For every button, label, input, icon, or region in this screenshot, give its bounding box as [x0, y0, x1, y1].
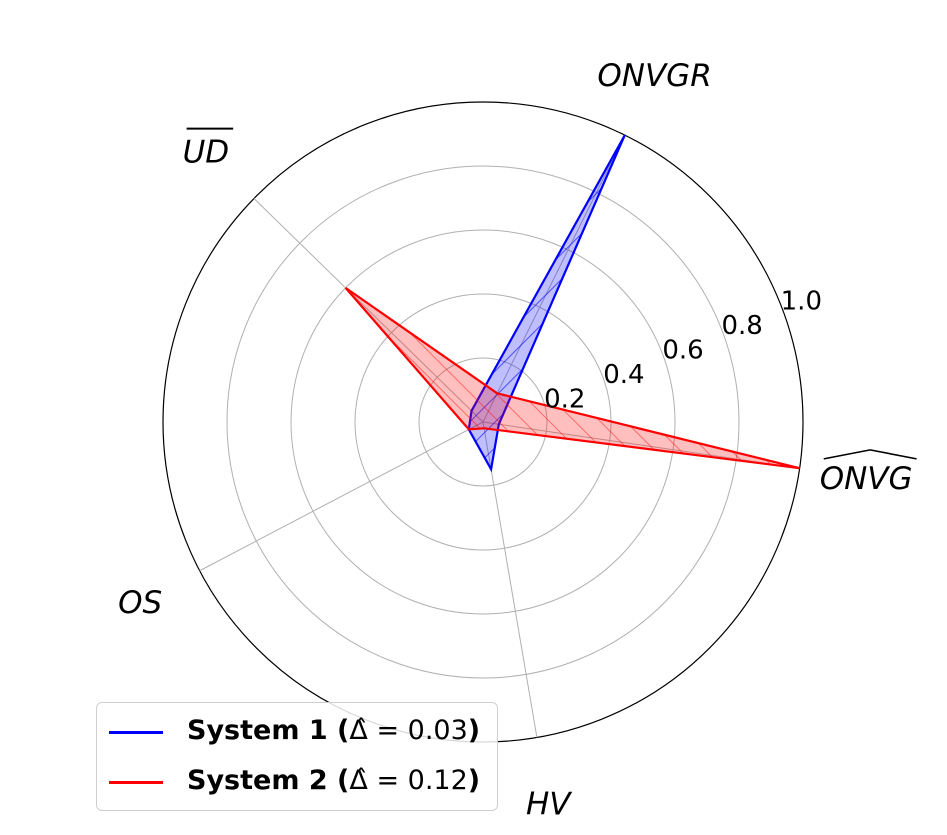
legend: System 1 (Δ̂ = 0.03) System 2 (Δ̂ = 0.12… [96, 702, 498, 811]
legend-item-system-1: System 1 (Δ̂ = 0.03) [97, 713, 497, 753]
r-tick-label: 1.0 [781, 287, 822, 317]
axis-label-onvg: ONVG [820, 461, 913, 497]
legend-swatch-blue [109, 731, 163, 734]
legend-label-system-2: System 2 (Δ̂ = 0.12) [187, 765, 481, 796]
axis-label-ud: UD [183, 135, 230, 171]
grid-circle-3 [226, 165, 740, 679]
r-tick-label: 0.2 [544, 385, 585, 415]
series-2-hatch [345, 287, 800, 469]
grid-circle-2 [290, 229, 676, 615]
legend-label-system-1: System 1 (Δ̂ = 0.03) [187, 715, 481, 746]
r-tick-label: 0.4 [603, 360, 644, 390]
spoke-hv [482, 421, 538, 738]
axis-label-hv: HV [526, 787, 573, 823]
series-1-hatch [468, 135, 625, 470]
series-2-line [344, 286, 800, 470]
spoke-os [199, 421, 484, 572]
legend-item-system-2: System 2 (Δ̂ = 0.12) [97, 763, 497, 803]
legend-swatch-red [109, 781, 163, 784]
r-tick-label: 0.6 [662, 336, 703, 366]
wide-hat-accent [823, 449, 917, 460]
axis-label-os: OS [118, 585, 162, 621]
axis-label-onvgr: ONVGR [597, 58, 711, 94]
r-tick-label: 0.8 [722, 311, 763, 341]
